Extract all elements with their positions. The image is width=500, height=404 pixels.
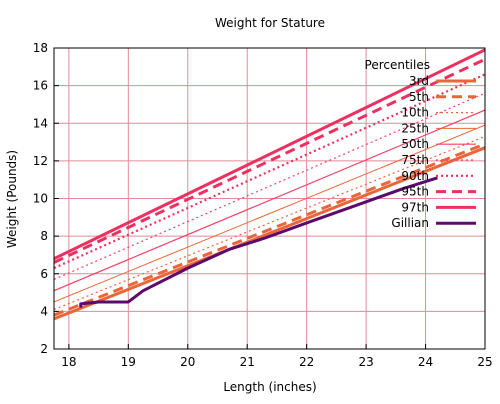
legend-label-50th: 50th — [401, 137, 429, 151]
x-tick-label: 23 — [358, 355, 373, 369]
x-tick-label: 22 — [299, 355, 314, 369]
series-line-97th — [54, 48, 485, 261]
y-tick-label: 18 — [33, 41, 48, 55]
series-line-3rd — [54, 146, 485, 321]
legend-title: Percentiles — [365, 58, 430, 72]
legend-label-95th: 95th — [401, 185, 429, 199]
y-tick-label: 4 — [40, 304, 48, 318]
y-tick-label: 10 — [33, 192, 48, 206]
chart-title: Weight for Stature — [215, 16, 325, 30]
legend-label-5th: 5th — [409, 90, 429, 104]
y-tick-label: 8 — [40, 229, 48, 243]
y-tick-label: 6 — [40, 267, 48, 281]
x-tick-label: 20 — [180, 355, 195, 369]
y-tick-label: 2 — [40, 342, 48, 356]
x-tick-label: 25 — [477, 355, 492, 369]
series-line-25th — [54, 124, 485, 303]
legend-label-97th: 97th — [401, 200, 429, 214]
legend-label-75th: 75th — [401, 153, 429, 167]
series-line-gillian — [79, 176, 438, 308]
series-line-50th — [54, 109, 485, 292]
y-tick-label: 14 — [33, 116, 48, 130]
x-tick-label: 18 — [61, 355, 76, 369]
legend-label-25th: 25th — [401, 121, 429, 135]
series — [54, 48, 485, 321]
series-line-5th — [54, 142, 485, 317]
y-tick-label: 12 — [33, 154, 48, 168]
x-tick-label: 19 — [121, 355, 136, 369]
legend-label-10th: 10th — [401, 106, 429, 120]
series-line-90th — [54, 73, 485, 270]
y-tick-label: 16 — [33, 79, 48, 93]
y-axis-label: Weight (Pounds) — [5, 150, 19, 248]
plot-frame — [53, 47, 486, 350]
legend-label-3rd: 3rd — [409, 74, 429, 88]
x-tick-label: 24 — [418, 355, 433, 369]
x-axis-label: Length (inches) — [223, 380, 316, 394]
legend-label-90th: 90th — [401, 169, 429, 183]
x-tick-label: 21 — [240, 355, 255, 369]
series-line-75th — [54, 92, 485, 280]
legend-label-gillian: Gillian — [391, 216, 429, 230]
